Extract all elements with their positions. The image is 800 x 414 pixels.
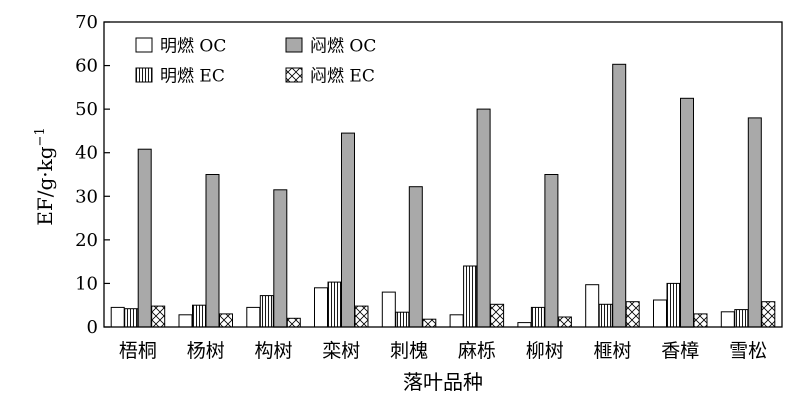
legend-swatch-0 <box>135 37 153 53</box>
bar-vertical-lines-8 <box>666 282 681 328</box>
legend-label-1: 明燃 EC <box>160 67 225 87</box>
bar-gray-0 <box>137 148 152 328</box>
x-tick-label-4: 刺槐 <box>390 340 428 362</box>
x-tick-label-2: 构树 <box>254 340 292 362</box>
bar-white-0 <box>110 306 125 328</box>
bar-gray-5 <box>476 108 491 328</box>
legend-swatch-2 <box>285 37 303 53</box>
x-tick-label-7: 榧树 <box>593 340 631 362</box>
legend-label-2: 闷燃 OC <box>310 37 376 57</box>
bar-cross-hatch-0 <box>151 305 166 328</box>
y-tick-label-70: 70 <box>75 12 98 33</box>
y-tick-label-10: 10 <box>75 273 98 294</box>
bar-vertical-lines-9 <box>734 309 749 328</box>
x-tick-label-9: 雪松 <box>729 340 767 362</box>
bar-vertical-lines-0 <box>124 308 139 328</box>
bar-vertical-lines-2 <box>259 295 274 328</box>
x-axis-title: 落叶品种 <box>403 370 483 394</box>
legend-swatch-1 <box>135 67 153 83</box>
y-tick-label-0: 0 <box>87 317 98 338</box>
y-tick-label-30: 30 <box>75 186 98 207</box>
legend-label-3: 闷燃 EC <box>310 67 375 87</box>
bar-cross-hatch-5 <box>490 303 505 328</box>
bar-cross-hatch-3 <box>354 305 369 328</box>
bar-cross-hatch-1 <box>219 313 233 328</box>
bar-gray-6 <box>544 174 559 328</box>
bar-vertical-lines-4 <box>395 311 410 328</box>
bar-gray-3 <box>341 132 355 328</box>
y-axis-title-base: EF/g·kg <box>33 146 57 225</box>
y-axis-title: EF/g·kg−1 <box>33 127 57 225</box>
bar-gray-8 <box>680 97 694 328</box>
y-tick-label-50: 50 <box>75 99 98 120</box>
bar-white-8 <box>653 299 667 328</box>
bar-white-2 <box>246 306 261 328</box>
bar-cross-hatch-8 <box>693 313 708 328</box>
x-tick-label-3: 栾树 <box>322 340 360 362</box>
bar-vertical-lines-7 <box>598 303 613 328</box>
bar-cross-hatch-4 <box>422 318 437 328</box>
bar-vertical-lines-1 <box>192 304 206 328</box>
x-tick-label-8: 香樟 <box>661 340 699 362</box>
bar-white-5 <box>449 314 464 328</box>
x-tick-label-1: 杨树 <box>187 340 225 362</box>
y-tick-label-40: 40 <box>75 143 98 164</box>
bar-vertical-lines-5 <box>463 265 478 328</box>
bar-gray-1 <box>205 174 220 328</box>
x-tick-label-0: 梧桐 <box>119 340 157 362</box>
bar-white-3 <box>314 287 328 328</box>
y-tick-label-60: 60 <box>75 56 98 77</box>
legend-swatch-3 <box>285 67 303 83</box>
bar-white-1 <box>178 314 193 328</box>
bar-gray-9 <box>747 117 762 328</box>
bar-white-9 <box>720 311 735 328</box>
plot-frame <box>103 21 783 328</box>
bar-vertical-lines-3 <box>327 281 342 328</box>
bar-gray-7 <box>612 63 627 328</box>
bar-white-7 <box>585 284 600 328</box>
bar-white-6 <box>517 322 532 328</box>
legend-label-0: 明燃 OC <box>160 37 226 57</box>
bar-cross-hatch-7 <box>625 301 640 328</box>
bar-gray-4 <box>408 186 423 328</box>
bar-cross-hatch-6 <box>557 316 572 328</box>
bar-cross-hatch-9 <box>761 301 776 328</box>
y-tick-label-20: 20 <box>75 230 98 251</box>
bar-white-4 <box>381 291 396 328</box>
bar-cross-hatch-2 <box>286 317 301 328</box>
bar-vertical-lines-6 <box>530 306 545 328</box>
bar-gray-2 <box>273 189 288 328</box>
x-tick-label-5: 麻栎 <box>458 340 496 362</box>
x-tick-label-6: 柳树 <box>526 340 564 362</box>
y-axis-title-exponent: −1 <box>33 127 48 146</box>
